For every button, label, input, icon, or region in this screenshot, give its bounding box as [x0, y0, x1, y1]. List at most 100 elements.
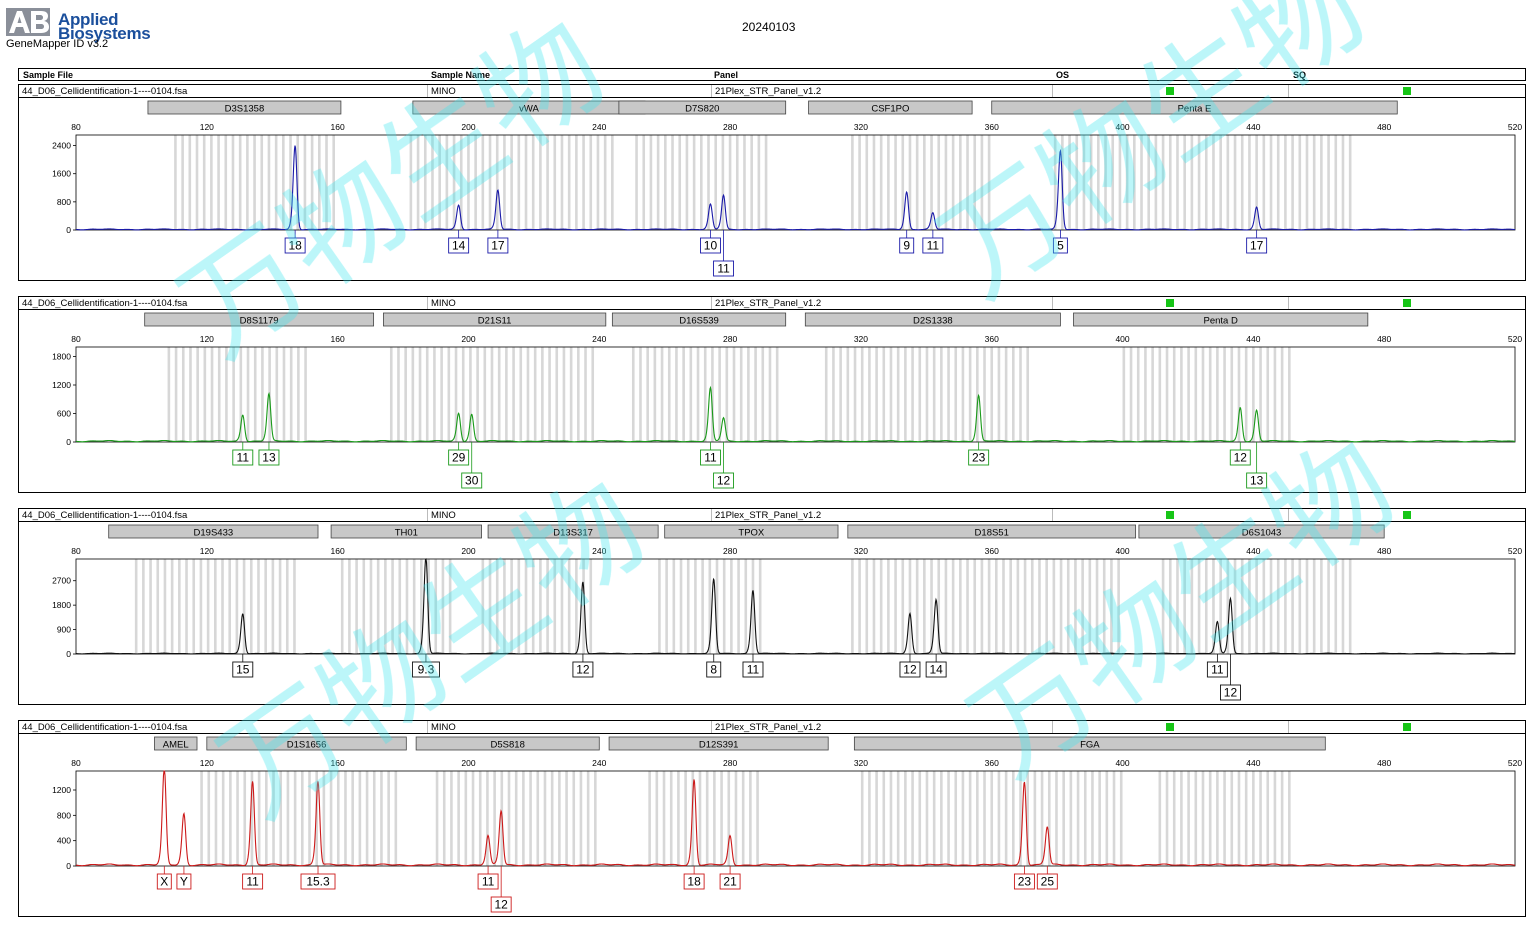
allele-bin	[448, 559, 452, 654]
marker-bar	[853, 736, 1326, 751]
allele-call-box	[713, 472, 734, 489]
allele-bin	[682, 347, 685, 442]
allele-bin	[503, 559, 506, 654]
allele-bin	[904, 771, 907, 866]
allele-bin	[1129, 347, 1133, 442]
sample-file-name: 44_D06_Cellidentification-1----0104.fsa	[22, 510, 188, 521]
allele-bin	[267, 135, 271, 230]
allele-bin	[908, 135, 912, 230]
allele-bin	[915, 135, 919, 230]
allele-call-box	[284, 237, 306, 254]
allele-bin	[188, 135, 192, 230]
marker-label: D6S1043	[1242, 528, 1282, 539]
allele-bin	[202, 135, 206, 230]
os-quality-flag	[1166, 723, 1174, 731]
allele-call-box	[300, 873, 336, 890]
allele-bin	[1240, 135, 1244, 230]
x-tick-label: 440	[1246, 546, 1260, 556]
allele-bin	[1026, 771, 1029, 866]
allele-bin	[1291, 135, 1294, 230]
allele-bin	[596, 135, 600, 230]
allele-bin	[362, 559, 366, 654]
panel-name: 21Plex_STR_Panel_v1.2	[715, 510, 821, 521]
allele-bin	[879, 135, 883, 230]
allele-bin	[750, 135, 753, 230]
allele-bin	[722, 559, 726, 654]
allele-bin	[711, 347, 714, 442]
allele-bin	[464, 771, 468, 866]
allele-bin	[203, 347, 207, 442]
allele-bin	[656, 135, 660, 230]
x-tick-label: 200	[461, 758, 475, 768]
allele-bin	[225, 347, 228, 442]
allele-bin	[976, 771, 979, 866]
allele-bin	[930, 135, 933, 230]
allele-bin	[503, 135, 506, 230]
marker-label: D21S11	[478, 316, 512, 327]
allele-bin	[1183, 135, 1186, 230]
marker-bar	[808, 100, 973, 115]
allele-call-label: 12	[1234, 451, 1248, 465]
allele-bin	[923, 135, 926, 230]
allele-bin	[887, 135, 890, 230]
x-tick-label: 160	[331, 334, 345, 344]
trace-red	[75, 770, 1516, 867]
allele-bin	[1320, 135, 1323, 230]
allele-bin	[459, 135, 463, 230]
allele-bin	[1219, 559, 1222, 654]
allele-bin	[667, 347, 671, 442]
allele-bin	[1082, 135, 1086, 230]
allele-bin	[384, 559, 387, 654]
allele-call-label: 11	[1211, 663, 1224, 677]
allele-bin	[447, 347, 451, 442]
allele-bin	[253, 135, 256, 230]
allele-bin	[947, 771, 950, 866]
allele-bin	[1197, 135, 1201, 230]
allele-bin	[322, 771, 326, 866]
allele-call-box	[448, 449, 470, 466]
allele-bin	[467, 135, 470, 230]
allele-bin	[708, 559, 712, 654]
allele-bin	[1269, 559, 1273, 654]
sq-quality-flag	[1403, 723, 1411, 731]
marker-label: D5S818	[491, 740, 525, 751]
x-tick-label: 160	[331, 122, 345, 132]
allele-bin	[246, 135, 249, 230]
allele-bin	[727, 771, 731, 866]
allele-bin	[611, 135, 614, 230]
panel-name: 21Plex_STR_Panel_v1.2	[715, 722, 821, 733]
allele-bin	[1208, 771, 1212, 866]
x-tick-label: 440	[1246, 758, 1260, 768]
allele-bin	[730, 559, 733, 654]
allele-bin	[134, 559, 138, 654]
allele-bin	[887, 559, 890, 654]
allele-call-box	[232, 449, 254, 466]
allele-bin	[925, 771, 929, 866]
allele-bin	[493, 771, 496, 866]
allele-bin	[662, 771, 666, 866]
allele-bin	[440, 347, 443, 442]
allele-bin	[915, 559, 919, 654]
allele-bin	[380, 771, 383, 866]
allele-bin	[1119, 771, 1123, 866]
allele-bin	[959, 559, 962, 654]
allele-bin	[558, 771, 561, 866]
y-tick-label: 1200	[52, 380, 71, 390]
allele-bin	[1112, 771, 1116, 866]
allele-call-box	[700, 237, 721, 254]
col-sample-name: Sample Name	[431, 70, 491, 80]
marker-bar	[330, 524, 482, 539]
allele-bin	[156, 559, 160, 654]
x-tick-label: 160	[331, 758, 345, 768]
x-tick-label: 80	[71, 546, 81, 556]
marker-label: D2S1338	[913, 316, 953, 327]
allele-bin	[412, 559, 416, 654]
allele-bin	[510, 559, 513, 654]
allele-bin	[1276, 135, 1280, 230]
allele-bin	[450, 771, 453, 866]
allele-bin	[531, 559, 535, 654]
run-date: 20240103	[742, 20, 796, 34]
allele-bin	[522, 771, 525, 866]
col-sq: SQ	[1293, 70, 1307, 80]
allele-bin	[1122, 347, 1126, 442]
